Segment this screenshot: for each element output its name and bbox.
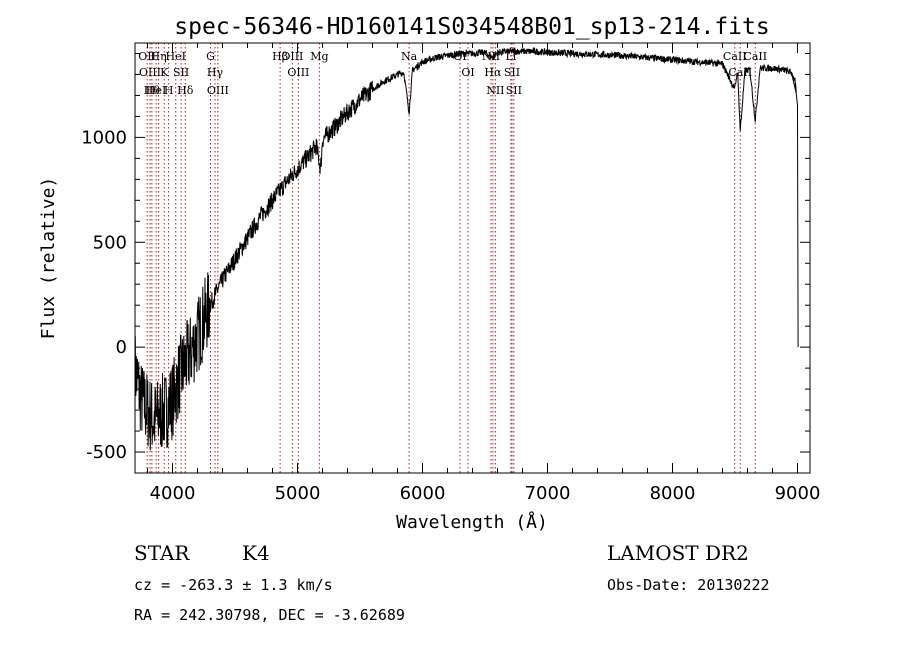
- chart-title: spec-56346-HD160141S034548B01_sp13-214.f…: [174, 14, 769, 40]
- line-label: Hα: [484, 66, 502, 79]
- line-label: HeI: [146, 84, 166, 97]
- line-label: Hη: [151, 50, 167, 63]
- line-label: G: [206, 50, 215, 63]
- line-label: HeI: [166, 50, 186, 63]
- y-tick-label: 0: [116, 337, 127, 358]
- line-label: SII: [504, 66, 520, 79]
- line-label: CaII: [723, 50, 747, 63]
- line-label: Na: [401, 50, 418, 63]
- line-label: K: [160, 66, 169, 79]
- y-tick-label: -500: [86, 442, 127, 463]
- line-label: SII: [173, 66, 189, 79]
- object-subclass: K4: [242, 541, 270, 565]
- line-label: CaII: [743, 50, 767, 63]
- x-tick-label: 5000: [275, 483, 321, 504]
- x-tick-label: 6000: [400, 483, 446, 504]
- obs-date: Obs-Date: 20130222: [607, 576, 770, 594]
- line-label: Hθ: [144, 84, 161, 97]
- spectral-line-labels: OIIOIIIHθHeIHηKHHeISIIHδGHγOIIIHβOIIIOII…: [138, 50, 767, 97]
- y-tick-label: 500: [93, 232, 127, 253]
- x-axis-label: Wavelength (Å): [396, 511, 548, 533]
- line-label: Li: [505, 50, 516, 63]
- object-class: STAR: [134, 541, 190, 565]
- survey-name: LAMOST DR2: [607, 541, 749, 565]
- line-label: Hβ: [272, 50, 288, 63]
- line-label: OIII: [281, 50, 303, 63]
- x-tick-label: 7000: [525, 483, 571, 504]
- line-label: OII: [138, 50, 156, 63]
- y-axis-ticks: -500 0 500 1000: [81, 52, 810, 463]
- line-label: H: [164, 84, 174, 97]
- line-label: Mg: [310, 50, 328, 63]
- line-label: OIII: [207, 84, 229, 97]
- line-label: OIII: [287, 66, 309, 79]
- line-label: SII: [506, 84, 522, 97]
- x-tick-label: 8000: [650, 483, 696, 504]
- coordinates: RA = 242.30798, DEC = -3.62689: [134, 606, 405, 624]
- redshift-value: cz = -263.3 ± 1.3 km/s: [134, 576, 333, 594]
- y-tick-label: 1000: [81, 127, 127, 148]
- line-label: OIII: [139, 66, 161, 79]
- line-label: NII: [486, 84, 504, 97]
- line-label: Hδ: [177, 84, 194, 97]
- y-axis-label: Flux (relative): [38, 177, 59, 340]
- x-axis-ticks: 4000 5000 6000 7000 8000 9000: [147, 43, 821, 504]
- line-label: OI: [461, 66, 474, 79]
- x-tick-label: 9000: [775, 483, 821, 504]
- line-label: Hγ: [207, 66, 224, 79]
- spectrum-line: [134, 46, 799, 451]
- x-tick-label: 4000: [150, 483, 196, 504]
